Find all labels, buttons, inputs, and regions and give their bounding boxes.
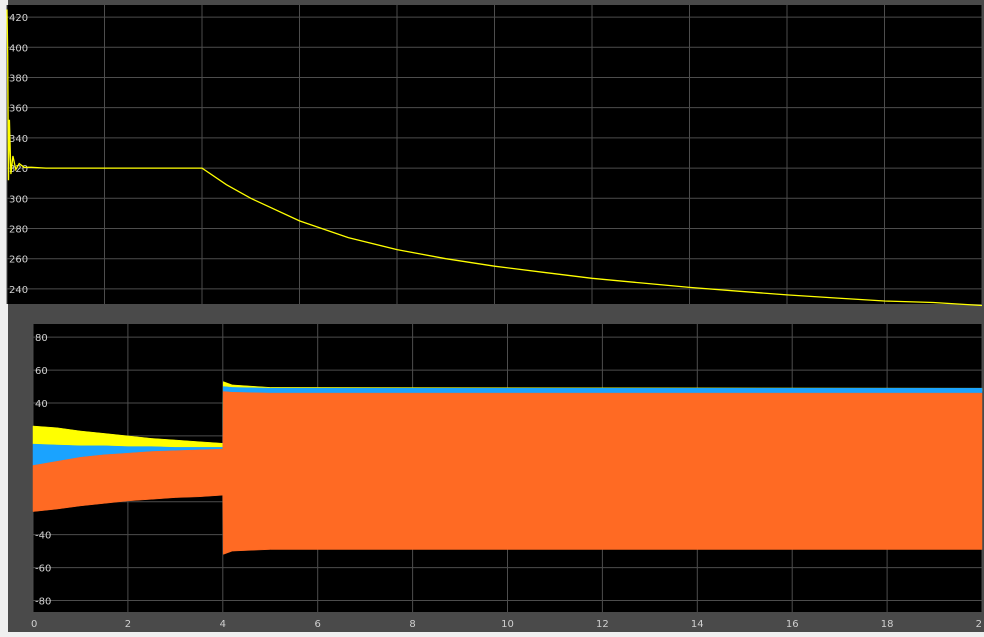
series-band-3 [32, 391, 983, 555]
y-tick-label: -80 [35, 596, 51, 607]
upper-grid [6, 5, 983, 304]
x-tick-label: 16 [786, 619, 799, 630]
x-tick-label: 2 [125, 619, 131, 630]
x-tick-label: 4 [220, 619, 226, 630]
y-tick-label: 80 [35, 333, 48, 344]
x-tick-label: 6 [315, 619, 321, 630]
y-tick-label: 300 [9, 194, 28, 205]
upper-series [6, 9, 983, 307]
y-tick-label: -40 [35, 531, 51, 542]
series-line-1 [6, 9, 983, 307]
upper-tick-labels: 240 260 280 300 320 340 360 380 400 420 [9, 13, 28, 296]
x-tick-label: 14 [691, 619, 704, 630]
y-tick-label: 240 [9, 285, 28, 296]
lower-axes: -80-60-40-200204060800246810121416182 [31, 324, 983, 630]
left-window-edge [0, 0, 8, 632]
x-tick-label: 10 [501, 619, 514, 630]
y-tick-label: 260 [9, 255, 28, 266]
y-tick-label: 40 [35, 399, 48, 410]
y-tick-label: 400 [9, 43, 28, 54]
x-tick-label: 12 [596, 619, 609, 630]
x-tick-label: 2 [976, 619, 982, 630]
x-tick-label: 18 [881, 619, 894, 630]
y-tick-label: 320 [9, 164, 28, 175]
y-tick-label: 280 [9, 224, 28, 235]
x-tick-label: 8 [409, 619, 415, 630]
lower-series [32, 381, 983, 555]
y-tick-label: 360 [9, 104, 28, 115]
y-tick-label: 60 [35, 366, 48, 377]
upper-axes: 240 260 280 300 320 340 360 380 400 420 [6, 5, 983, 307]
y-tick-label: -60 [35, 564, 51, 575]
x-tick-label: 0 [31, 619, 37, 630]
y-tick-label: 380 [9, 73, 28, 84]
y-tick-label: 420 [9, 13, 28, 24]
y-tick-label: 340 [9, 134, 28, 145]
